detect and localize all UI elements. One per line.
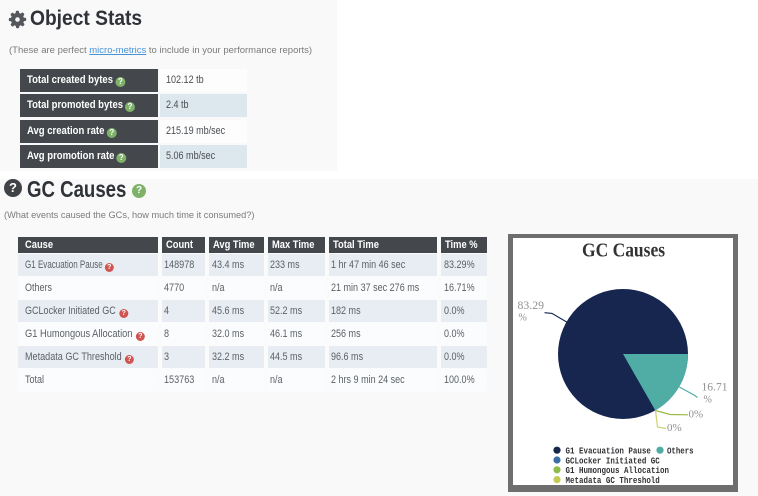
svg-text:%: % <box>519 313 527 324</box>
svg-text:G1 Evacuation Pause: G1 Evacuation Pause <box>566 446 652 457</box>
svg-text:GCLocker Initiated GC: GCLocker Initiated GC <box>566 455 661 466</box>
svg-text:GC Causes: GC Causes <box>582 240 665 262</box>
svg-text:Others: Others <box>667 446 694 457</box>
svg-text:0%: 0% <box>667 422 682 434</box>
svg-text:16.71: 16.71 <box>702 380 728 394</box>
svg-text:G1 Humongous Allocation: G1 Humongous Allocation <box>566 465 670 476</box>
svg-text:83.29: 83.29 <box>518 298 545 312</box>
svg-text:Metadata GC Threshold: Metadata GC Threshold <box>566 475 661 486</box>
svg-text:0%: 0% <box>689 409 704 421</box>
svg-text:%: % <box>704 395 712 406</box>
